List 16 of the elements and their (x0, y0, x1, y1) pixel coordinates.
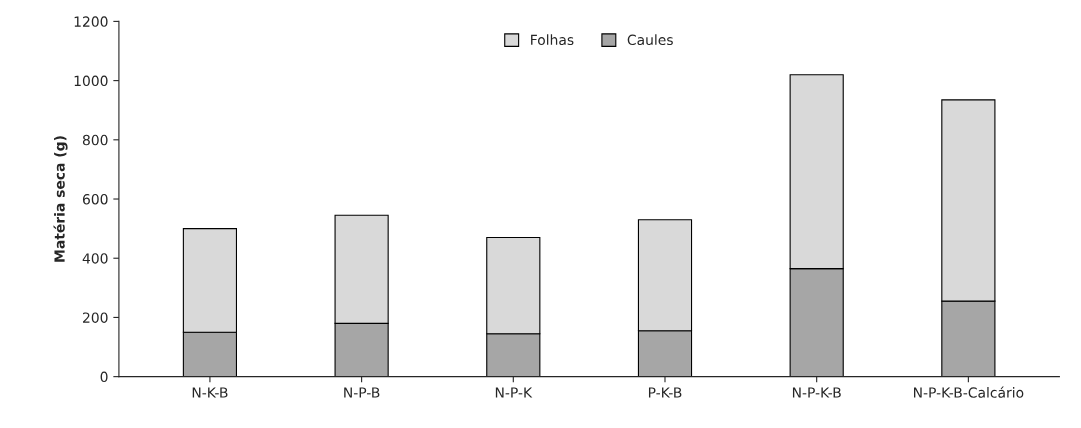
x-tick-label: N-P-K-B (792, 387, 841, 398)
x-tick-label: P-K-B (648, 387, 682, 398)
y-tick-label: 1000 (74, 75, 108, 87)
legend-label: Folhas (531, 34, 574, 46)
y-tick-label: 1200 (74, 16, 108, 27)
x-tick-label: N-P-B (344, 387, 380, 398)
legend-label: Caules (627, 34, 673, 46)
y-tick-label: 400 (82, 253, 108, 264)
x-tick-label: N-P-K-B-Calcário (914, 386, 1024, 398)
x-tick-label: N-K-B (192, 387, 228, 398)
y-tick-label: 0 (100, 371, 108, 383)
y-axis-title: Matéria seca (g) (53, 136, 68, 262)
y-tick-label: 600 (82, 193, 108, 205)
y-tick-label: 800 (82, 134, 108, 146)
y-tick-label: 200 (83, 312, 108, 323)
x-tick-label: N-P-K (495, 387, 533, 398)
